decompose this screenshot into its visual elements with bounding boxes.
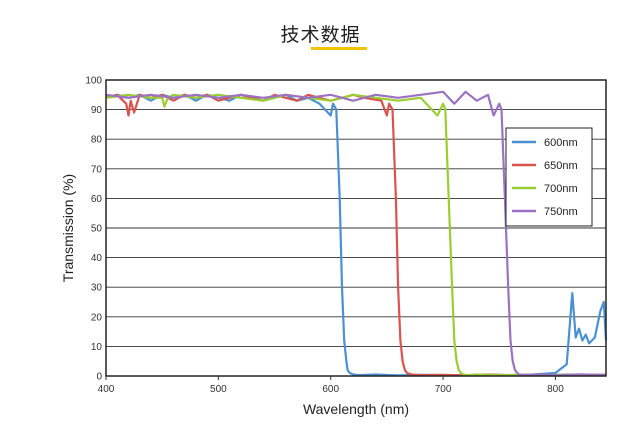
y-tick-label: 100: [85, 76, 102, 87]
y-tick-label: 40: [91, 253, 103, 264]
y-axis-label: Transmission (%): [60, 174, 76, 282]
series-lines: [105, 90, 608, 377]
y-tick-label: 10: [91, 342, 103, 353]
legend: 600nm 650nm 700nm 750nm: [505, 127, 593, 227]
x-tick-label: 800: [547, 384, 564, 395]
x-tick-label: 400: [98, 384, 115, 395]
title-underline: [311, 47, 367, 50]
grid-lines: [106, 79, 606, 377]
y-tick-label: 60: [91, 194, 103, 205]
x-tick-labels: 400 500 600 700 800: [98, 376, 564, 395]
y-tick-labels: 0 10 20 30 40 50 60 70 80 90 100: [85, 76, 102, 383]
series-line-750nm: [105, 90, 607, 377]
x-axis-label: Wavelength (nm): [303, 401, 409, 417]
y-tick-label: 90: [91, 105, 103, 116]
y-tick-label: 20: [91, 312, 103, 323]
legend-label: 750nm: [544, 206, 578, 218]
y-tick-label: 80: [91, 135, 103, 146]
x-tick-label: 700: [435, 384, 452, 395]
legend-label: 600nm: [544, 137, 578, 149]
x-tick-label: 500: [210, 384, 227, 395]
y-tick-label: 70: [91, 164, 103, 175]
y-tick-label: 50: [91, 224, 103, 235]
page-title: 技术数据: [280, 24, 361, 46]
plot-frame: [105, 79, 607, 377]
y-tick-label: 0: [96, 372, 102, 383]
legend-label: 650nm: [544, 160, 578, 172]
x-tick-label: 600: [322, 384, 339, 395]
legend-box: [505, 127, 593, 227]
y-tick-label: 30: [91, 283, 103, 294]
series-line-700nm: [105, 93, 607, 377]
legend-label: 700nm: [544, 183, 578, 195]
series-line-600nm: [105, 93, 608, 377]
